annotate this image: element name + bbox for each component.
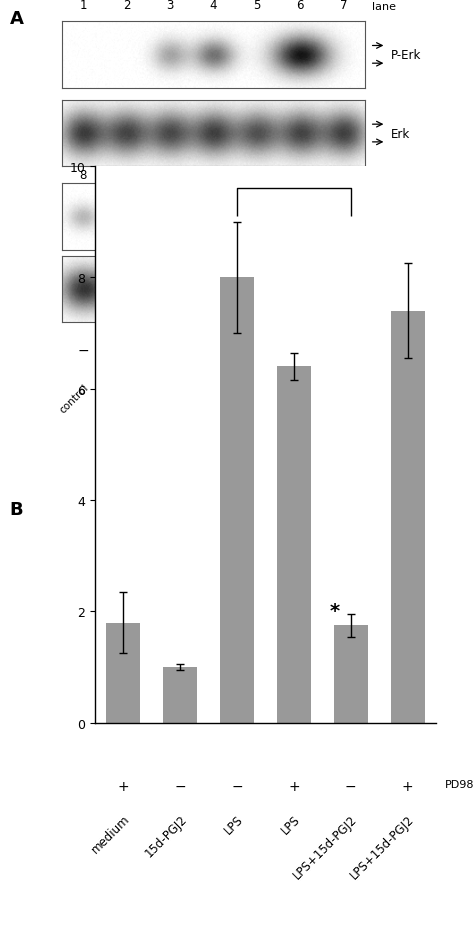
Text: PD98059: PD98059 [372,345,423,355]
Text: +: + [118,779,129,793]
Text: 9: 9 [123,169,130,182]
Bar [163,667,197,723]
Text: 3: 3 [166,0,173,12]
Text: +: + [337,343,349,357]
Bar [334,626,368,723]
Text: −: − [164,343,176,357]
Text: lane: lane [372,2,396,12]
Text: control: control [101,382,134,414]
Text: 2: 2 [123,0,130,12]
Text: +: + [402,779,413,793]
Text: PD98059: PD98059 [445,779,474,789]
Bar [391,311,425,723]
Text: 12: 12 [249,169,264,182]
Text: 15d-PGJ2: 15d-PGJ2 [137,382,177,423]
Text: +: + [251,343,263,357]
Text: −: − [231,779,243,793]
Text: 6: 6 [296,0,304,12]
Text: medium: medium [89,812,132,856]
Text: B: B [9,500,23,518]
Text: 4: 4 [210,0,217,12]
Text: 11: 11 [206,169,221,182]
Text: *: * [330,602,340,620]
Text: 10: 10 [163,169,177,182]
Bar [220,278,254,723]
Text: LPS+15d-PGJ2: LPS+15d-PGJ2 [291,812,360,881]
Text: lane: lane [372,171,396,182]
Text: A: A [9,10,23,28]
Text: LPS+15d-PGJ2: LPS+15d-PGJ2 [291,382,350,442]
Text: LPS+15d-PGJ2: LPS+15d-PGJ2 [348,812,417,881]
Text: −: − [345,779,356,793]
Text: 8: 8 [80,169,87,182]
Text: LPS: LPS [200,382,220,402]
Text: 14: 14 [336,169,351,182]
Text: −: − [77,343,89,357]
Text: P-Erk: P-Erk [391,49,421,62]
Text: 13: 13 [292,169,308,182]
Bar [106,623,140,723]
Text: P-RelA: P-RelA [391,211,428,224]
Text: LPS: LPS [222,812,246,836]
Text: +: + [288,779,300,793]
Text: LPS+15d-PGJ2: LPS+15d-PGJ2 [247,382,307,442]
Text: +: + [121,343,132,357]
Text: RelA: RelA [391,284,417,297]
Text: 5: 5 [253,0,260,12]
Text: LPS: LPS [279,812,303,836]
Text: Erk: Erk [391,127,410,140]
Text: −: − [208,343,219,357]
Text: 7: 7 [339,0,347,12]
Text: control: control [57,382,91,414]
Text: LPS: LPS [244,382,264,402]
Text: 1: 1 [80,0,87,12]
Bar [277,367,311,723]
Text: 15d-PGJ2: 15d-PGJ2 [142,812,189,859]
Text: −: − [174,779,186,793]
Text: −: − [294,343,306,357]
